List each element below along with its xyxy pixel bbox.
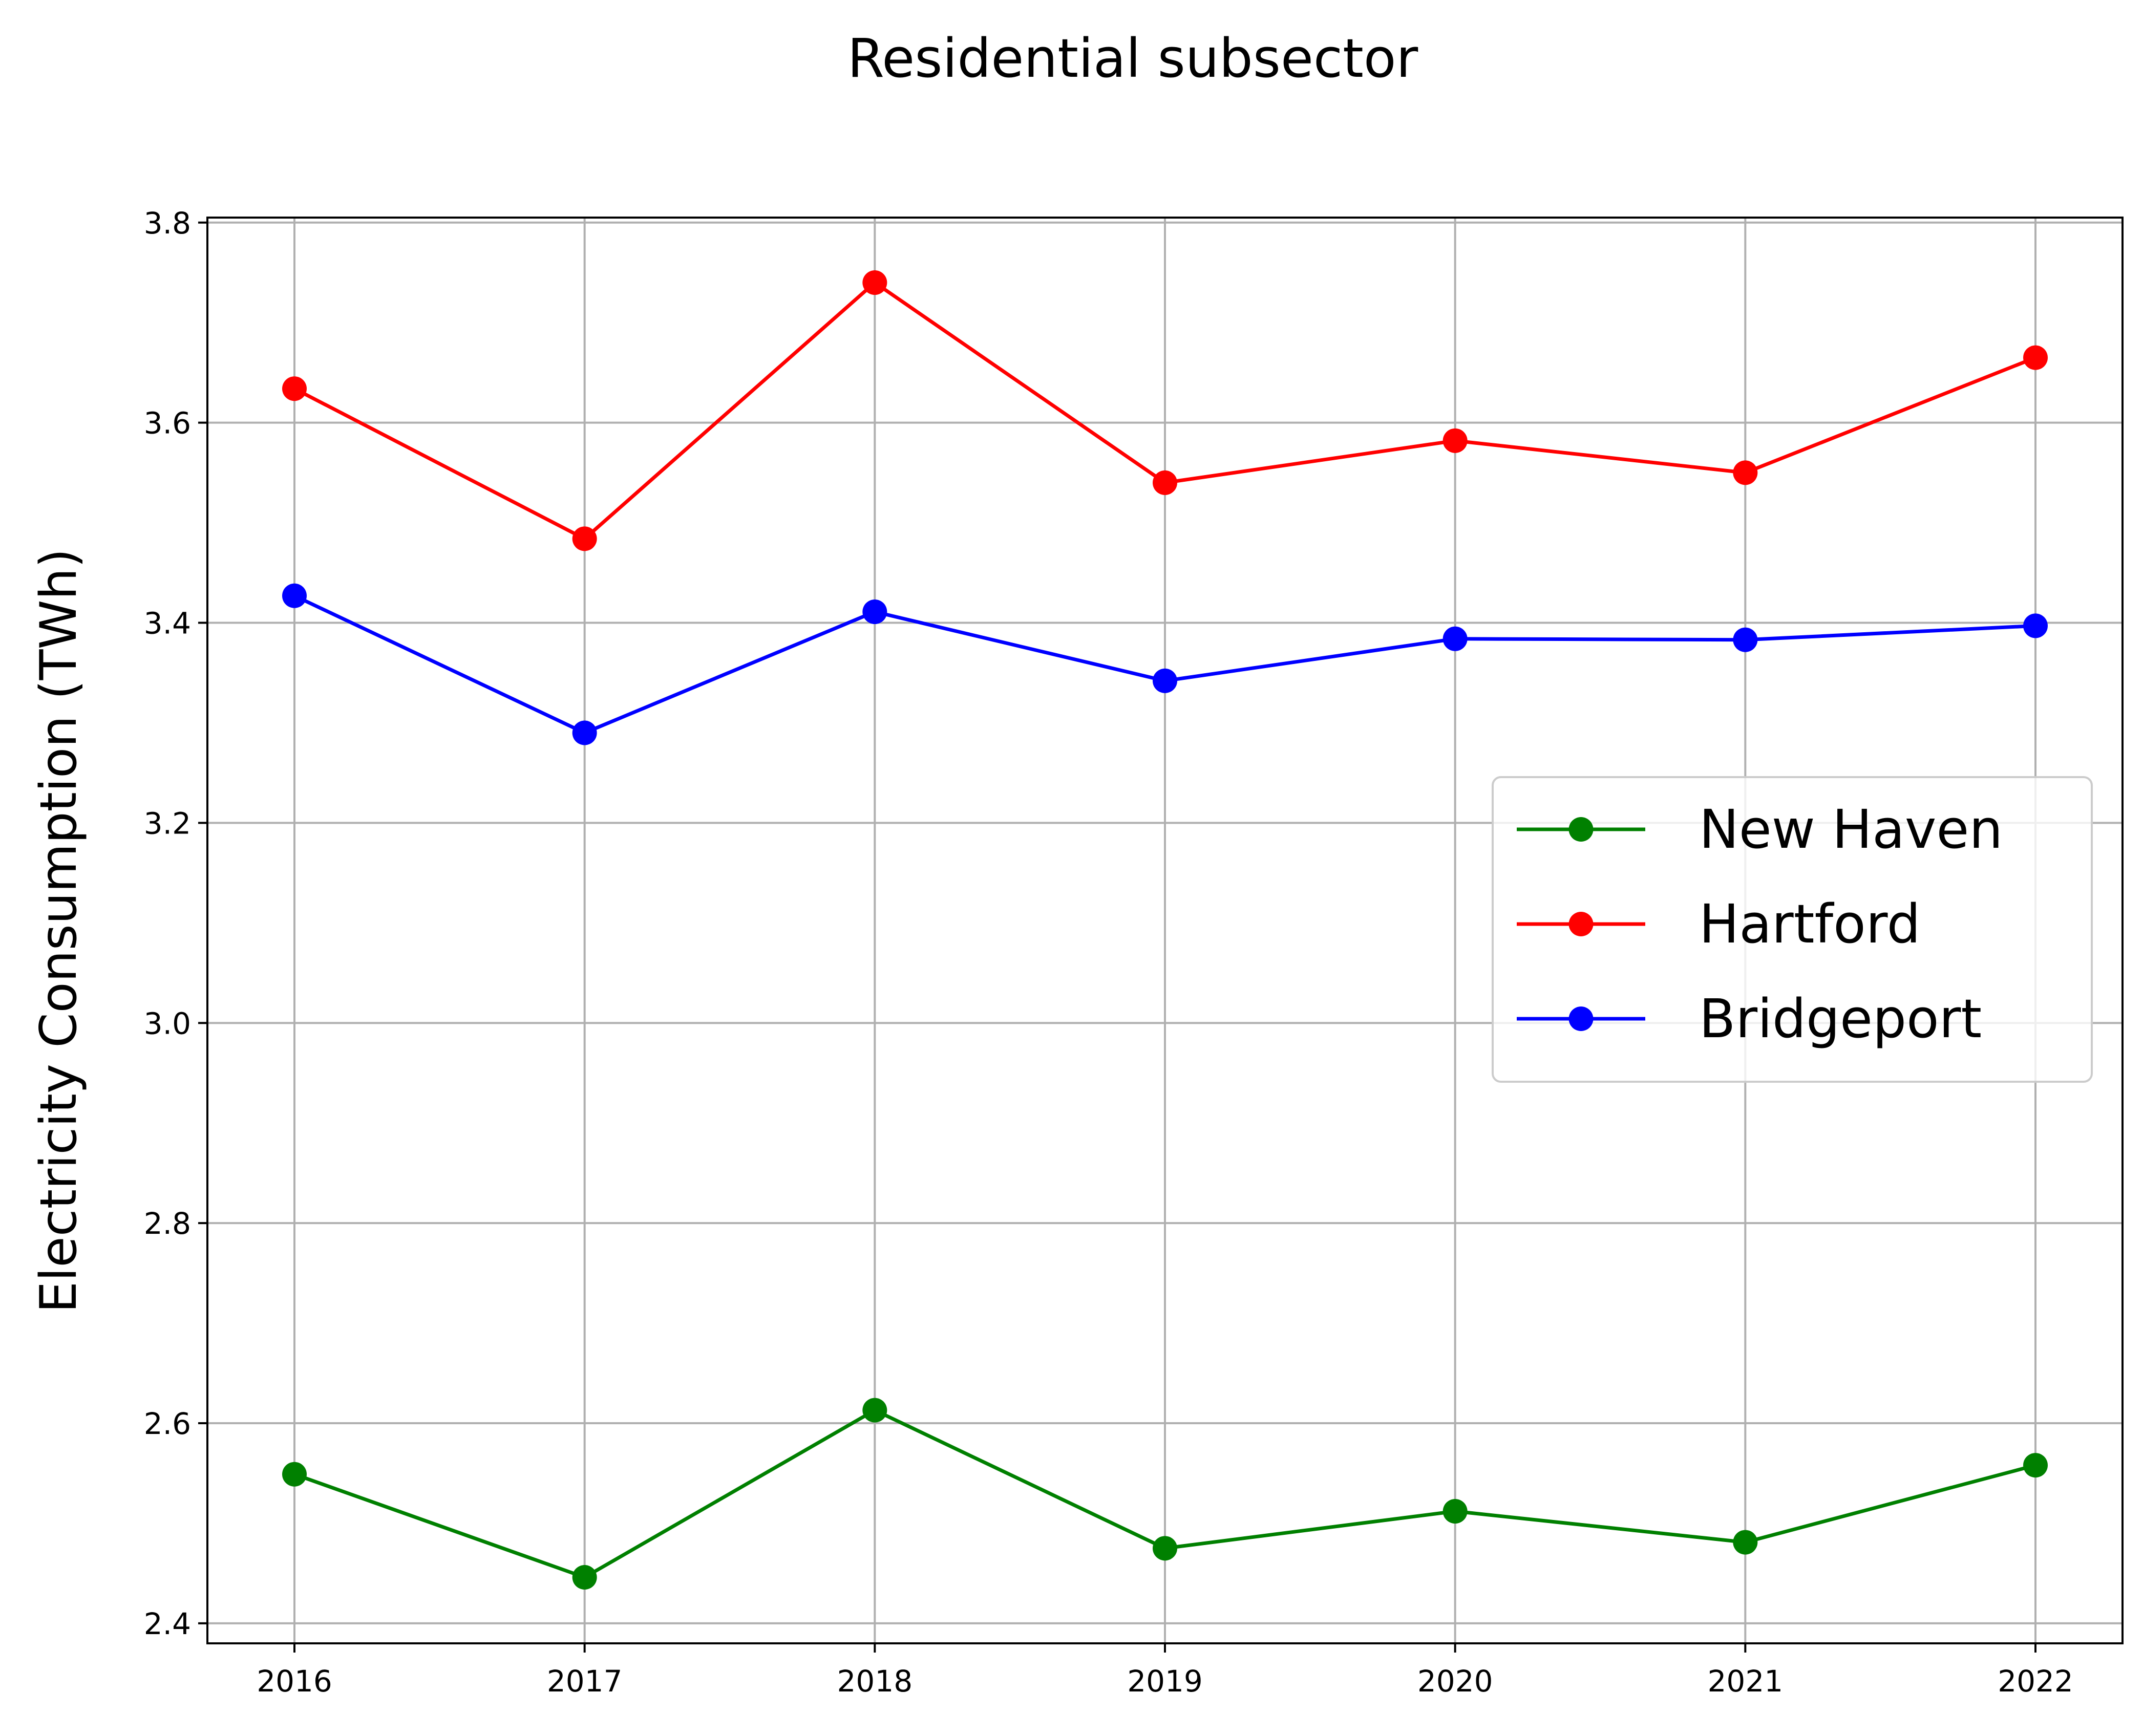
data-point [572,526,597,551]
legend-marker [1568,817,1594,842]
chart-title: Residential subsector [847,27,1418,90]
data-point [862,270,887,295]
y-tick-label: 3.0 [144,1006,191,1041]
data-point [1153,470,1177,495]
x-tick-label: 2021 [1708,1664,1784,1699]
data-point [1442,626,1468,651]
y-tick-label: 3.6 [144,406,191,441]
data-point [1733,627,1758,652]
data-point [862,599,887,625]
y-axis-label: Electricity Consumption (TWh) [30,548,88,1313]
legend-label: Bridgeport [1699,988,1982,1050]
data-point [282,1462,307,1487]
legend-item: Hartford [1517,893,1921,955]
legend-box [1492,776,2093,1083]
data-point [1442,1499,1468,1524]
data-point [1733,460,1758,485]
legend-item: New Haven [1517,798,2003,861]
legend-label: Hartford [1699,893,1921,955]
y-tick-label: 3.4 [144,606,191,641]
y-tick-label: 2.8 [144,1206,191,1241]
data-point [2023,1453,2048,1478]
x-tick-label: 2017 [547,1664,623,1699]
y-tick-label: 3.8 [144,206,191,241]
series-lines [282,270,2048,1590]
data-point [572,1565,597,1590]
data-point [1153,1536,1177,1561]
data-point [862,1398,887,1423]
series-hartford [282,270,2048,551]
axis-ticks: 2016 2017 2018 2019 2020 2021 2022 2.4 2.6 2.8 3.0… [144,206,2073,1699]
y-tick-label: 2.4 [144,1606,191,1641]
legend-label: New Haven [1699,798,2003,861]
x-tick-label: 2016 [257,1664,332,1699]
data-point [1733,1530,1758,1555]
data-point [572,720,597,745]
data-point [1442,428,1468,453]
legend-item: Bridgeport [1517,988,1982,1050]
y-tick-label: 3.2 [144,806,191,841]
series-new-haven [282,1398,2048,1590]
legend: New Haven Hartford Bridgeport [1492,776,2093,1083]
series-bridgeport [282,583,2048,745]
data-point [282,376,307,401]
data-point [282,583,307,608]
data-point [2023,345,2048,370]
legend-marker [1568,1006,1594,1031]
y-tick-label: 2.6 [144,1406,191,1441]
x-tick-label: 2018 [837,1664,913,1699]
data-point [1153,668,1177,693]
data-point [2023,613,2048,638]
x-tick-label: 2022 [1998,1664,2073,1699]
x-tick-label: 2019 [1127,1664,1203,1699]
legend-marker [1568,912,1594,936]
x-tick-label: 2020 [1417,1664,1493,1699]
